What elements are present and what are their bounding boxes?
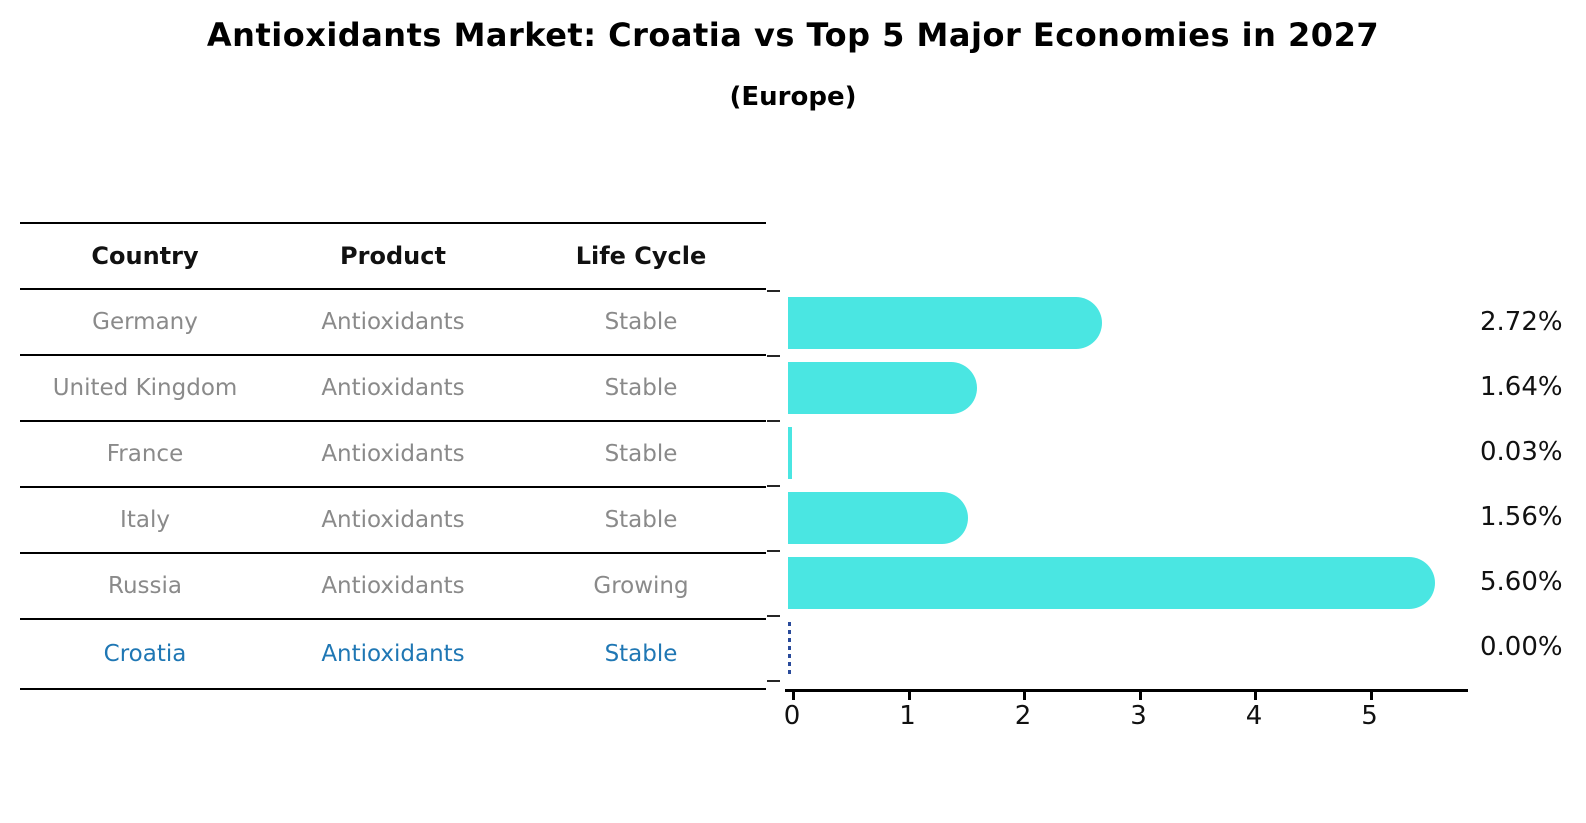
table-row-united-kingdom: United Kingdom Antioxidants Stable xyxy=(20,356,766,422)
value-label-germany: 2.72% xyxy=(1480,307,1563,337)
y-axis-tick xyxy=(767,290,780,292)
value-label-united-kingdom: 1.64% xyxy=(1480,372,1563,402)
table-body: Germany Antioxidants Stable United Kingdom A… xyxy=(20,290,766,690)
value-label-croatia: 0.00% xyxy=(1480,632,1563,662)
x-axis-tick-2 xyxy=(1023,690,1026,700)
table-cell-life_cycle: Stable xyxy=(604,309,678,335)
table-cell-product: Antioxidants xyxy=(321,507,465,533)
table-cell-product: Antioxidants xyxy=(321,641,465,667)
table-cell-life_cycle: Stable xyxy=(604,641,678,667)
table-cell-product: Antioxidants xyxy=(321,441,465,467)
chart-title: Antioxidants Market: Croatia vs Top 5 Ma… xyxy=(206,16,1380,54)
y-axis-tick xyxy=(767,355,780,357)
y-axis-tick xyxy=(767,615,780,617)
table-header-product: Product xyxy=(340,242,446,270)
table-cell-country: Italy xyxy=(120,507,170,533)
y-axis-tick xyxy=(767,680,780,682)
value-label-russia: 5.60% xyxy=(1480,567,1563,597)
bar-croatia-zero-marker xyxy=(788,622,791,674)
y-axis-tick xyxy=(767,420,780,422)
country-table: Country Product Life Cycle Germany Antiox… xyxy=(20,222,766,690)
table-row-italy: Italy Antioxidants Stable xyxy=(20,488,766,554)
table-cell-country: Russia xyxy=(108,573,182,599)
x-axis-tick-3 xyxy=(1138,690,1142,700)
value-label-italy: 1.56% xyxy=(1480,502,1563,532)
table-header-row: Country Product Life Cycle xyxy=(20,222,766,290)
table-cell-life_cycle: Stable xyxy=(604,375,678,401)
table-header-country: Country xyxy=(91,242,199,270)
table-header-lifecycle: Life Cycle xyxy=(575,242,707,270)
bar-chart: 2.72% 1.64% 0.03% 1.56% 5.60% 0.00% 0 1 2 3 4 5 xyxy=(767,283,1563,731)
table-cell-life_cycle: Stable xyxy=(604,441,678,467)
x-axis-tick-label-3: 3 xyxy=(1130,701,1147,731)
table-cell-country: France xyxy=(106,441,184,467)
x-axis-tick-5 xyxy=(1369,690,1373,700)
table-row-russia: Russia Antioxidants Growing xyxy=(20,554,766,620)
x-axis-tick-0 xyxy=(792,690,795,700)
chart-subtitle: (Europe) xyxy=(729,82,857,112)
x-axis-tick-label-0: 0 xyxy=(783,701,801,731)
table-row-france: France Antioxidants Stable xyxy=(20,422,766,488)
table-row-croatia: Croatia Antioxidants Stable xyxy=(20,620,766,690)
bar-united-kingdom xyxy=(788,362,978,414)
value-label-france: 0.03% xyxy=(1480,437,1563,467)
x-axis-tick-label-5: 5 xyxy=(1361,701,1378,731)
y-axis-tick xyxy=(767,550,780,552)
x-axis-tick-label-4: 4 xyxy=(1245,701,1263,731)
table-cell-product: Antioxidants xyxy=(321,375,465,401)
bar-germany xyxy=(788,297,1103,349)
x-axis-line xyxy=(785,689,1468,692)
table-cell-life_cycle: Growing xyxy=(593,573,689,599)
y-axis-tick xyxy=(767,485,780,487)
table-cell-country: United Kingdom xyxy=(52,375,238,401)
table-cell-country: Germany xyxy=(92,309,198,335)
table-row-germany: Germany Antioxidants Stable xyxy=(20,290,766,356)
x-axis-tick-1 xyxy=(907,690,911,700)
x-axis-tick-4 xyxy=(1254,690,1257,700)
x-axis-tick-label-2: 2 xyxy=(1014,701,1032,731)
x-axis-tick-label-1: 1 xyxy=(899,701,916,731)
table-cell-life_cycle: Stable xyxy=(604,507,678,533)
table-cell-product: Antioxidants xyxy=(321,309,465,335)
table-cell-country: Croatia xyxy=(103,641,187,667)
bar-italy xyxy=(788,492,969,544)
table-cell-product: Antioxidants xyxy=(321,573,465,599)
bar-russia xyxy=(788,557,1435,609)
bar-france xyxy=(788,427,792,479)
